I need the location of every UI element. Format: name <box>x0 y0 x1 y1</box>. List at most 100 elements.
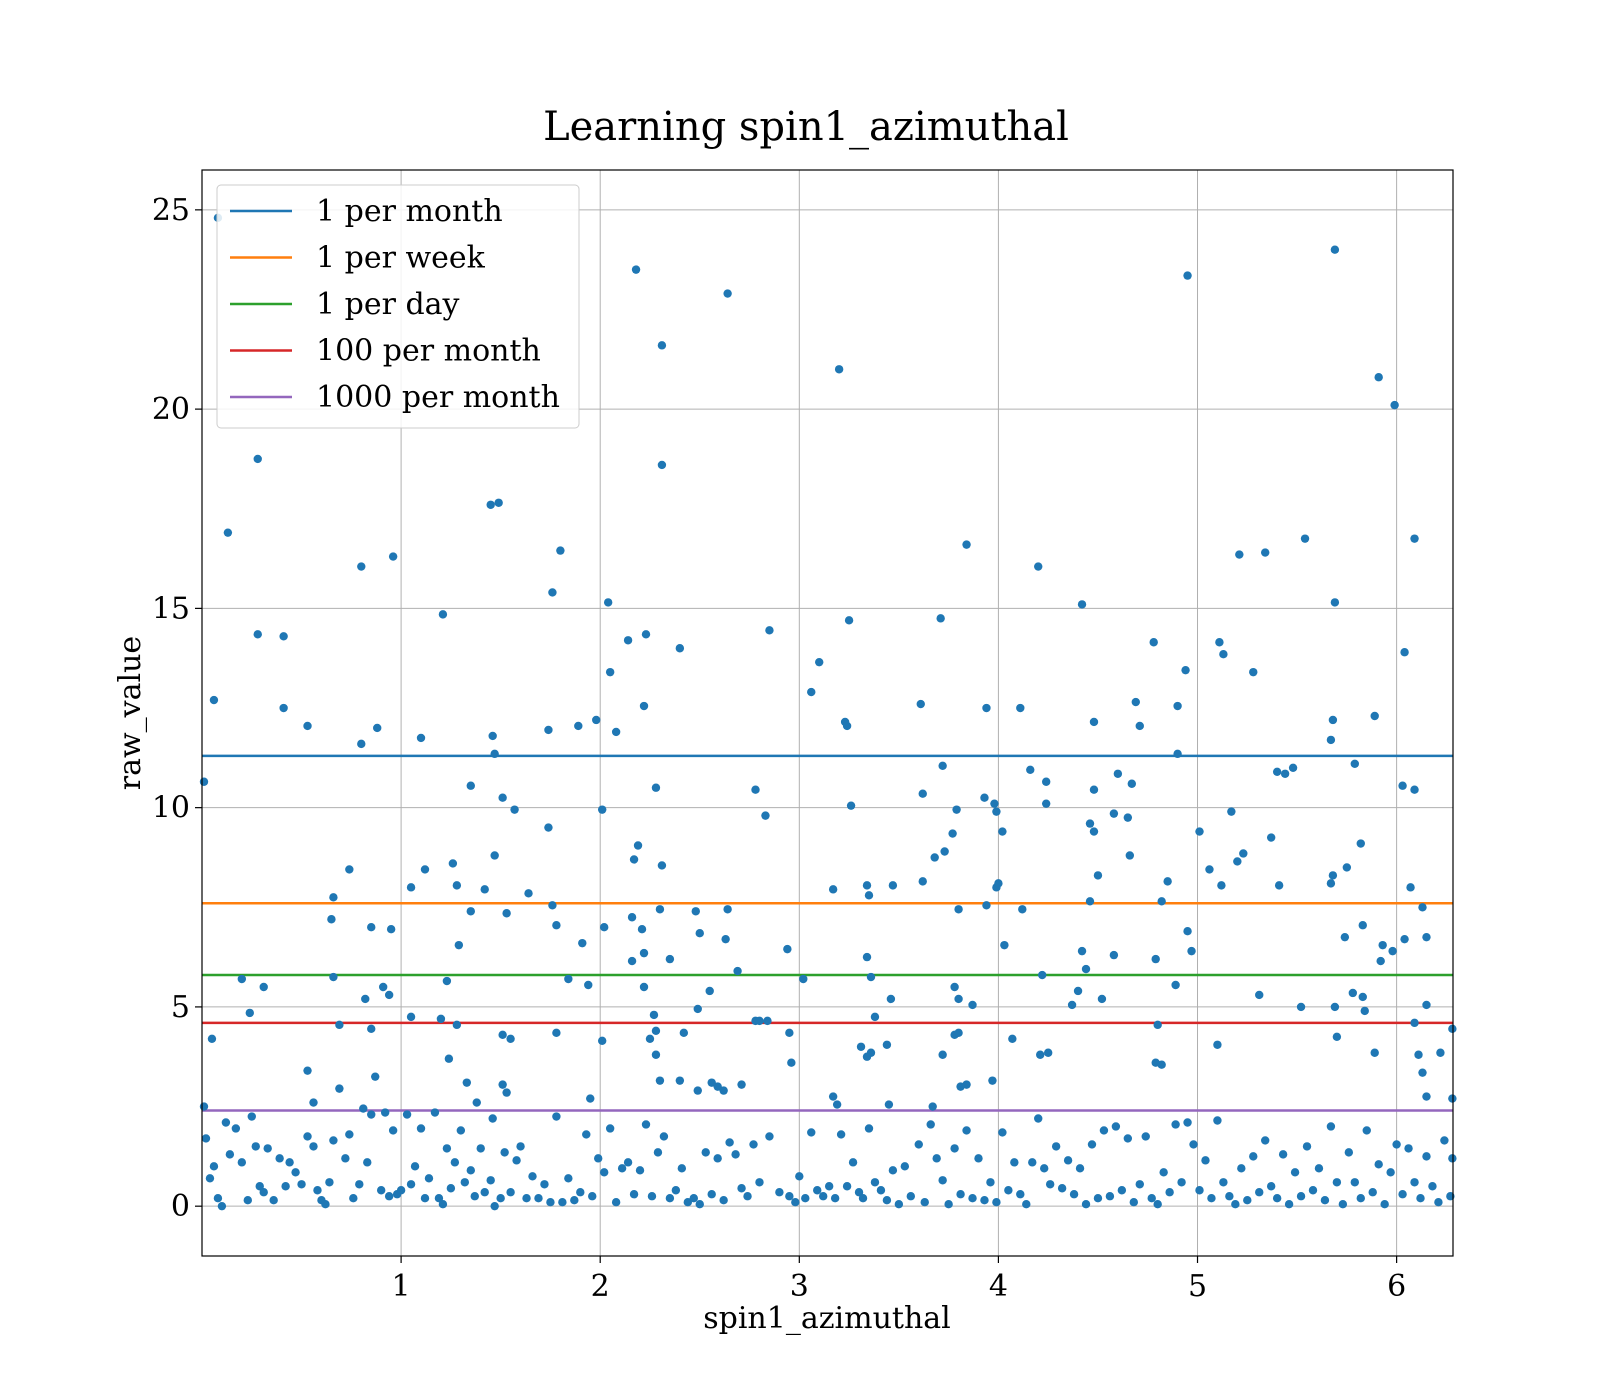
legend: 1 per month 1 per week 1 per day 100 per mo… <box>216 184 580 429</box>
data-point <box>914 1140 923 1149</box>
data-point <box>438 610 448 619</box>
data-point <box>1374 373 1383 382</box>
data-point <box>1081 1199 1091 1209</box>
data-point <box>733 966 742 976</box>
data-point <box>1109 809 1119 818</box>
data-point <box>1302 1142 1312 1151</box>
data-point <box>834 365 844 374</box>
data-point <box>291 1168 300 1177</box>
data-point <box>791 1197 800 1207</box>
data-point <box>695 928 704 938</box>
data-point <box>1085 897 1095 906</box>
data-point <box>1436 1048 1445 1057</box>
data-point <box>371 1072 380 1081</box>
data-point <box>677 1164 687 1173</box>
data-point <box>1418 903 1427 912</box>
x-tick-label: 2 <box>591 1269 610 1304</box>
data-point <box>406 1180 416 1189</box>
data-point <box>363 1158 372 1167</box>
data-point <box>1171 1120 1180 1129</box>
data-point <box>1097 994 1107 1004</box>
data-point <box>870 1012 880 1022</box>
data-point <box>402 1110 412 1119</box>
data-point <box>723 905 732 914</box>
data-point <box>1392 1140 1401 1149</box>
data-point <box>974 1154 983 1163</box>
data-point <box>217 1201 227 1211</box>
data-point <box>707 1190 716 1199</box>
data-point <box>1067 1000 1077 1010</box>
data-point <box>502 1088 511 1097</box>
data-point <box>570 1196 579 1205</box>
data-point <box>1077 946 1087 956</box>
data-point <box>444 1054 454 1063</box>
data-point <box>1370 1048 1379 1057</box>
data-point <box>651 1026 661 1036</box>
data-point <box>936 614 945 623</box>
data-point <box>564 974 573 984</box>
data-point <box>367 1110 376 1119</box>
data-point <box>888 881 898 890</box>
data-point <box>1057 1184 1067 1193</box>
data-point <box>968 1000 977 1010</box>
data-point <box>900 1162 910 1171</box>
data-point <box>1320 1196 1330 1205</box>
data-point <box>548 588 557 597</box>
data-point <box>737 1184 746 1193</box>
data-point <box>285 1158 294 1167</box>
data-point <box>665 954 675 964</box>
data-point <box>1227 807 1236 816</box>
data-point <box>420 865 430 874</box>
data-point <box>1344 1148 1354 1157</box>
data-point <box>498 1030 507 1040</box>
data-point <box>815 657 824 667</box>
data-point <box>388 552 398 561</box>
data-point <box>1173 701 1182 711</box>
data-point <box>502 909 511 918</box>
data-point <box>500 1148 509 1157</box>
data-point <box>645 1034 655 1044</box>
data-point <box>1219 650 1228 659</box>
data-point <box>639 701 649 711</box>
data-point <box>1217 881 1226 890</box>
data-point <box>707 1078 716 1087</box>
data-point <box>1418 1068 1427 1077</box>
data-point <box>854 1188 864 1197</box>
data-point <box>303 1132 312 1141</box>
data-point <box>556 546 565 555</box>
data-point <box>309 1142 318 1151</box>
data-point <box>962 1126 971 1135</box>
data-point <box>1350 759 1360 769</box>
data-point <box>693 1004 702 1014</box>
data-point <box>1243 1196 1252 1205</box>
data-point <box>329 1136 338 1145</box>
y-axis-label: raw_value <box>113 636 148 790</box>
data-point <box>787 1058 796 1067</box>
data-point <box>1422 932 1431 942</box>
data-point <box>1129 1197 1138 1207</box>
data-point <box>719 1086 728 1095</box>
data-point <box>695 1199 704 1209</box>
data-point <box>864 891 874 900</box>
data-point <box>1338 1199 1348 1209</box>
data-point <box>954 905 963 914</box>
data-point <box>719 1196 728 1205</box>
data-point <box>506 1034 515 1044</box>
data-point <box>470 1192 479 1201</box>
data-point <box>446 1184 456 1193</box>
data-point <box>1272 767 1282 776</box>
data-point <box>605 667 615 677</box>
data-point <box>1440 1136 1449 1145</box>
data-point <box>329 893 338 902</box>
data-point <box>1225 1192 1234 1201</box>
data-point <box>259 982 268 992</box>
data-point <box>906 1192 916 1201</box>
data-point <box>641 1120 651 1129</box>
data-point <box>693 1086 702 1095</box>
data-point <box>237 974 247 984</box>
data-point <box>1177 1178 1186 1187</box>
data-point <box>327 915 336 924</box>
data-point <box>207 1034 217 1044</box>
data-point <box>486 500 495 509</box>
